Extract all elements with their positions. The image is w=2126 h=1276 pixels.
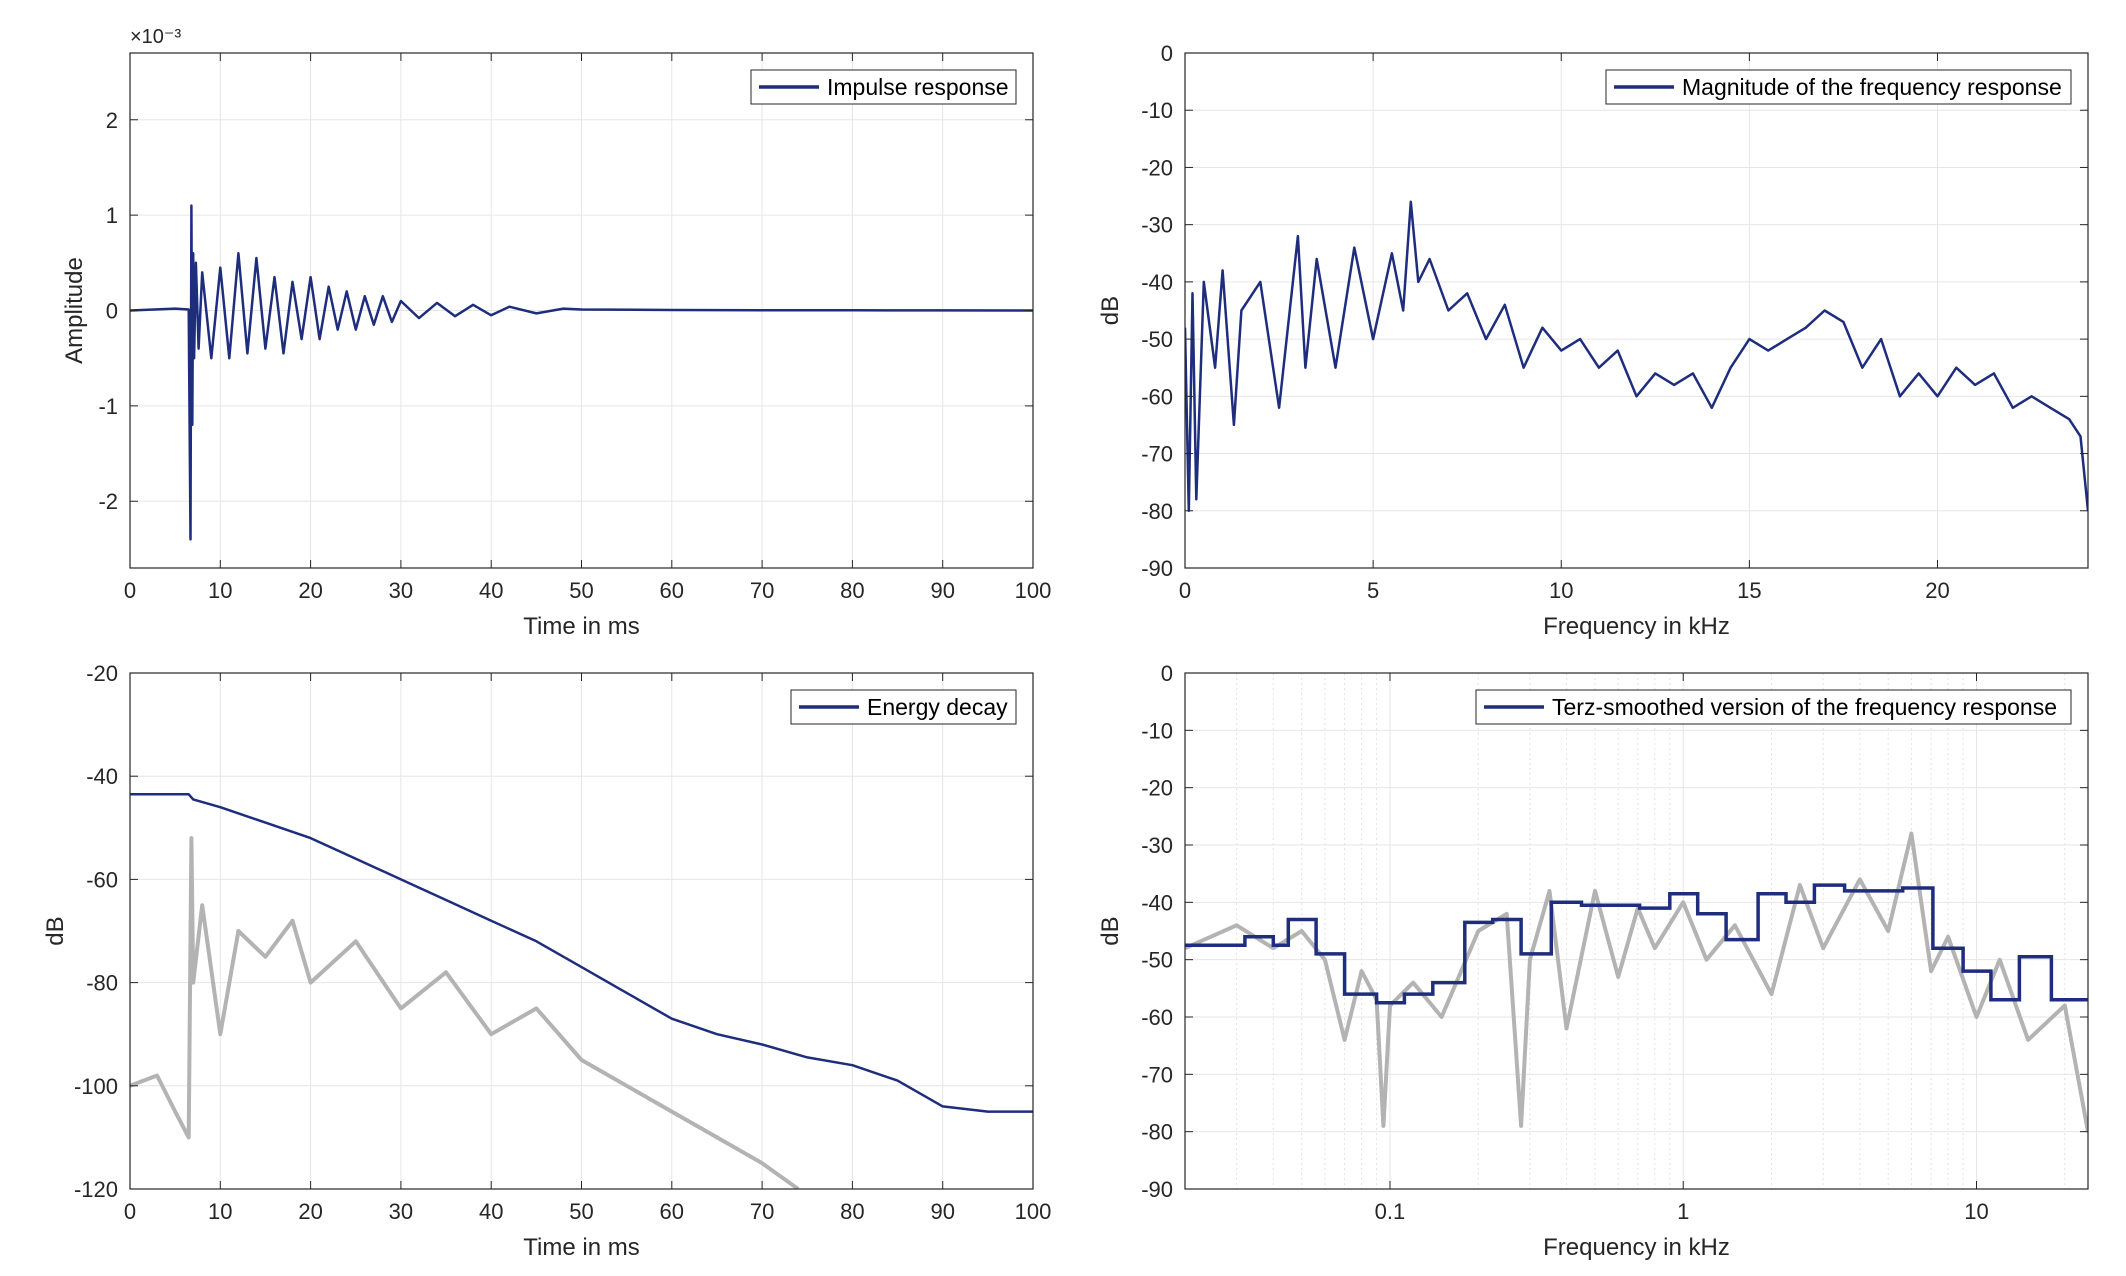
legend (1475, 689, 2072, 725)
y-tick-label: -80 (1141, 1120, 1173, 1145)
series-line (1185, 883, 2088, 1005)
y-tick-label: 1 (106, 203, 118, 228)
x-tick-label: 50 (569, 1199, 593, 1224)
y-tick-label: -60 (1141, 1005, 1173, 1030)
y-tick-label: -20 (1141, 776, 1173, 801)
y-tick-label: -70 (1141, 1062, 1173, 1087)
x-axis-label: Frequency in kHz (1543, 613, 1730, 640)
panel-3: 0 10 20 30 40 50 60 70 80 90 100 -20 -40 -60 -80 -100 -1… (42, 661, 1051, 1261)
x-tick-label: 0 (1179, 578, 1191, 603)
y-tick-label: -40 (86, 764, 118, 789)
y-tick-label: 2 (106, 108, 118, 133)
legend (1605, 69, 2072, 105)
reference-line (1185, 831, 2088, 1133)
x-tick-label: 1 (1677, 1199, 1689, 1224)
legend-label: Terz-smoothed version of the frequency r… (1552, 694, 2057, 720)
x-tick-label: 0.1 (1375, 1199, 1406, 1224)
y-tick-label: -50 (1141, 948, 1173, 973)
x-tick-label: 90 (930, 578, 954, 603)
x-tick-label: 30 (389, 578, 413, 603)
panel-4: 0.1 1 10 0 -10 -20 -30 -40 -50 -60 -70 -80 -90 Freque… (1097, 661, 2089, 1261)
x-tick-label: 20 (298, 1199, 322, 1224)
y-tick-label: -80 (1141, 499, 1173, 524)
y-tick-label: -2 (98, 489, 118, 514)
panel-2: 0 5 10 15 20 0 -10 -20 -30 -40 -50 -60 -70 -80 -90 Freq… (1097, 41, 2089, 640)
x-axis-label: Frequency in kHz (1543, 1234, 1730, 1261)
reference-line (130, 836, 800, 1189)
series-line (130, 793, 1033, 1113)
axes-box (1184, 672, 2089, 1190)
y-tick-label: -50 (1141, 327, 1173, 352)
x-tick-label: 20 (1925, 578, 1949, 603)
y-tick-label: -40 (1141, 890, 1173, 915)
x-tick-label: 10 (208, 578, 232, 603)
y-tick-label: 0 (1161, 661, 1173, 686)
y-tick-label: -20 (86, 661, 118, 686)
x-tick-label: 90 (930, 1199, 954, 1224)
y-tick-label: -70 (1141, 442, 1173, 467)
x-tick-label: 10 (1549, 578, 1573, 603)
axes-box (1184, 52, 2089, 569)
y-tick-label: -20 (1141, 155, 1173, 180)
y-tick-label: -120 (74, 1177, 118, 1202)
x-tick-label: 30 (389, 1199, 413, 1224)
plot-area (1185, 673, 2088, 1189)
legend-label: Energy decay (867, 694, 1008, 720)
x-tick-label: 40 (479, 1199, 503, 1224)
y-tick-label: -30 (1141, 213, 1173, 238)
series-line (1185, 200, 2088, 513)
y-tick-label: -90 (1141, 556, 1173, 581)
x-tick-label: 100 (1015, 578, 1052, 603)
x-tick-label: 40 (479, 578, 503, 603)
x-tick-label: 50 (569, 578, 593, 603)
y-multiplier: ×10⁻³ (130, 26, 181, 48)
y-tick-label: -90 (1141, 1177, 1173, 1202)
series-line (130, 204, 1033, 541)
x-axis-label: Time in ms (523, 613, 639, 640)
x-tick-label: 5 (1367, 578, 1379, 603)
y-axis-label: Amplitude (61, 257, 88, 364)
x-tick-label: 60 (660, 578, 684, 603)
y-tick-label: -10 (1141, 98, 1173, 123)
x-axis-label: Time in ms (523, 1234, 639, 1261)
x-tick-label: 10 (208, 1199, 232, 1224)
y-axis-label: dB (42, 916, 69, 945)
x-tick-label: 80 (840, 578, 864, 603)
x-tick-label: 0 (124, 578, 136, 603)
x-tick-label: 80 (840, 1199, 864, 1224)
x-tick-label: 70 (750, 578, 774, 603)
x-tick-label: 15 (1737, 578, 1761, 603)
legend-label: Magnitude of the frequency response (1682, 74, 2062, 100)
y-tick-label: -60 (86, 867, 118, 892)
y-tick-label: -40 (1141, 270, 1173, 295)
x-tick-label: 10 (1964, 1199, 1988, 1224)
x-tick-label: 70 (750, 1199, 774, 1224)
y-tick-label: 0 (106, 299, 118, 324)
x-tick-label: 60 (660, 1199, 684, 1224)
y-tick-label: -1 (98, 394, 118, 419)
y-tick-label: -100 (74, 1074, 118, 1099)
legend-label: Impulse response (827, 74, 1009, 100)
y-tick-label: 0 (1161, 41, 1173, 66)
plot-area (1185, 53, 2088, 568)
y-axis-label: dB (1097, 916, 1124, 945)
y-tick-label: -80 (86, 971, 118, 996)
y-tick-label: -10 (1141, 718, 1173, 743)
x-tick-label: 100 (1015, 1199, 1052, 1224)
y-tick-label: -30 (1141, 833, 1173, 858)
x-tick-label: 0 (124, 1199, 136, 1224)
x-tick-label: 20 (298, 578, 322, 603)
y-axis-label: dB (1097, 296, 1124, 325)
y-tick-label: -60 (1141, 384, 1173, 409)
